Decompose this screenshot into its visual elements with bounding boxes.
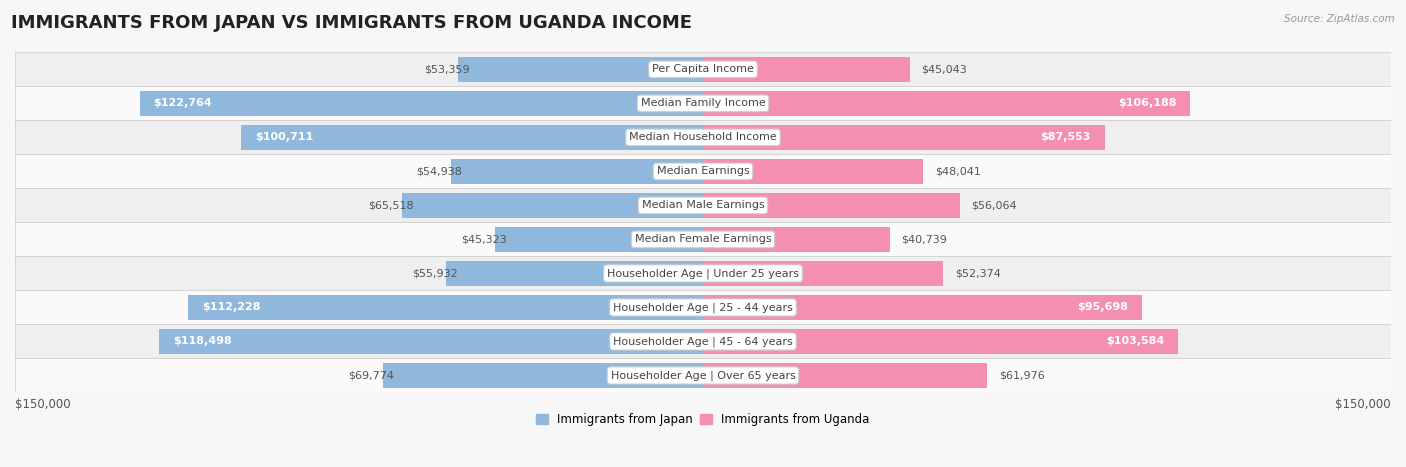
Text: Householder Age | Under 25 years: Householder Age | Under 25 years (607, 268, 799, 279)
Text: $150,000: $150,000 (1336, 397, 1391, 410)
Bar (703, 91, 1189, 116)
Text: Source: ZipAtlas.com: Source: ZipAtlas.com (1284, 14, 1395, 24)
Bar (15, 290, 1391, 325)
Bar (703, 57, 910, 82)
Text: IMMIGRANTS FROM JAPAN VS IMMIGRANTS FROM UGANDA INCOME: IMMIGRANTS FROM JAPAN VS IMMIGRANTS FROM… (11, 14, 692, 32)
Bar (15, 325, 1391, 359)
Text: $112,228: $112,228 (202, 303, 260, 312)
Text: $48,041: $48,041 (935, 166, 981, 177)
Text: $95,698: $95,698 (1077, 303, 1128, 312)
Text: Median Female Earnings: Median Female Earnings (634, 234, 772, 244)
Bar (703, 159, 924, 184)
Bar (159, 329, 703, 354)
Bar (240, 125, 703, 149)
Text: Householder Age | Over 65 years: Householder Age | Over 65 years (610, 370, 796, 381)
Bar (15, 86, 1391, 120)
Bar (703, 295, 1142, 320)
Text: Householder Age | 45 - 64 years: Householder Age | 45 - 64 years (613, 336, 793, 347)
Text: Householder Age | 25 - 44 years: Householder Age | 25 - 44 years (613, 302, 793, 313)
Text: $52,374: $52,374 (955, 269, 1001, 278)
Bar (447, 261, 703, 286)
Text: $69,774: $69,774 (349, 370, 395, 381)
Bar (15, 155, 1391, 188)
Text: $56,064: $56,064 (972, 200, 1017, 211)
Text: $53,359: $53,359 (425, 64, 470, 74)
Legend: Immigrants from Japan, Immigrants from Uganda: Immigrants from Japan, Immigrants from U… (531, 408, 875, 431)
Bar (703, 363, 987, 388)
Text: $106,188: $106,188 (1118, 99, 1177, 108)
Text: $87,553: $87,553 (1040, 132, 1091, 142)
Bar (703, 329, 1178, 354)
Text: Median Family Income: Median Family Income (641, 99, 765, 108)
Bar (15, 359, 1391, 392)
Text: $61,976: $61,976 (998, 370, 1045, 381)
Text: $45,323: $45,323 (461, 234, 506, 244)
Bar (495, 227, 703, 252)
Bar (703, 125, 1105, 149)
Bar (402, 193, 703, 218)
Bar (15, 222, 1391, 256)
Text: Median Household Income: Median Household Income (628, 132, 778, 142)
Text: Per Capita Income: Per Capita Income (652, 64, 754, 74)
Text: $55,932: $55,932 (412, 269, 458, 278)
Text: $122,764: $122,764 (153, 99, 212, 108)
Text: $45,043: $45,043 (921, 64, 967, 74)
Bar (15, 256, 1391, 290)
Bar (458, 57, 703, 82)
Text: Median Male Earnings: Median Male Earnings (641, 200, 765, 211)
Text: Median Earnings: Median Earnings (657, 166, 749, 177)
Text: $100,711: $100,711 (254, 132, 314, 142)
Bar (703, 227, 890, 252)
Bar (15, 52, 1391, 86)
Text: $40,739: $40,739 (901, 234, 948, 244)
Bar (451, 159, 703, 184)
Text: $118,498: $118,498 (173, 336, 232, 347)
Bar (15, 120, 1391, 155)
Text: $103,584: $103,584 (1107, 336, 1164, 347)
Bar (382, 363, 703, 388)
Bar (15, 188, 1391, 222)
Bar (188, 295, 703, 320)
Text: $54,938: $54,938 (416, 166, 463, 177)
Text: $65,518: $65,518 (368, 200, 413, 211)
Text: $150,000: $150,000 (15, 397, 70, 410)
Bar (141, 91, 703, 116)
Bar (703, 193, 960, 218)
Bar (703, 261, 943, 286)
